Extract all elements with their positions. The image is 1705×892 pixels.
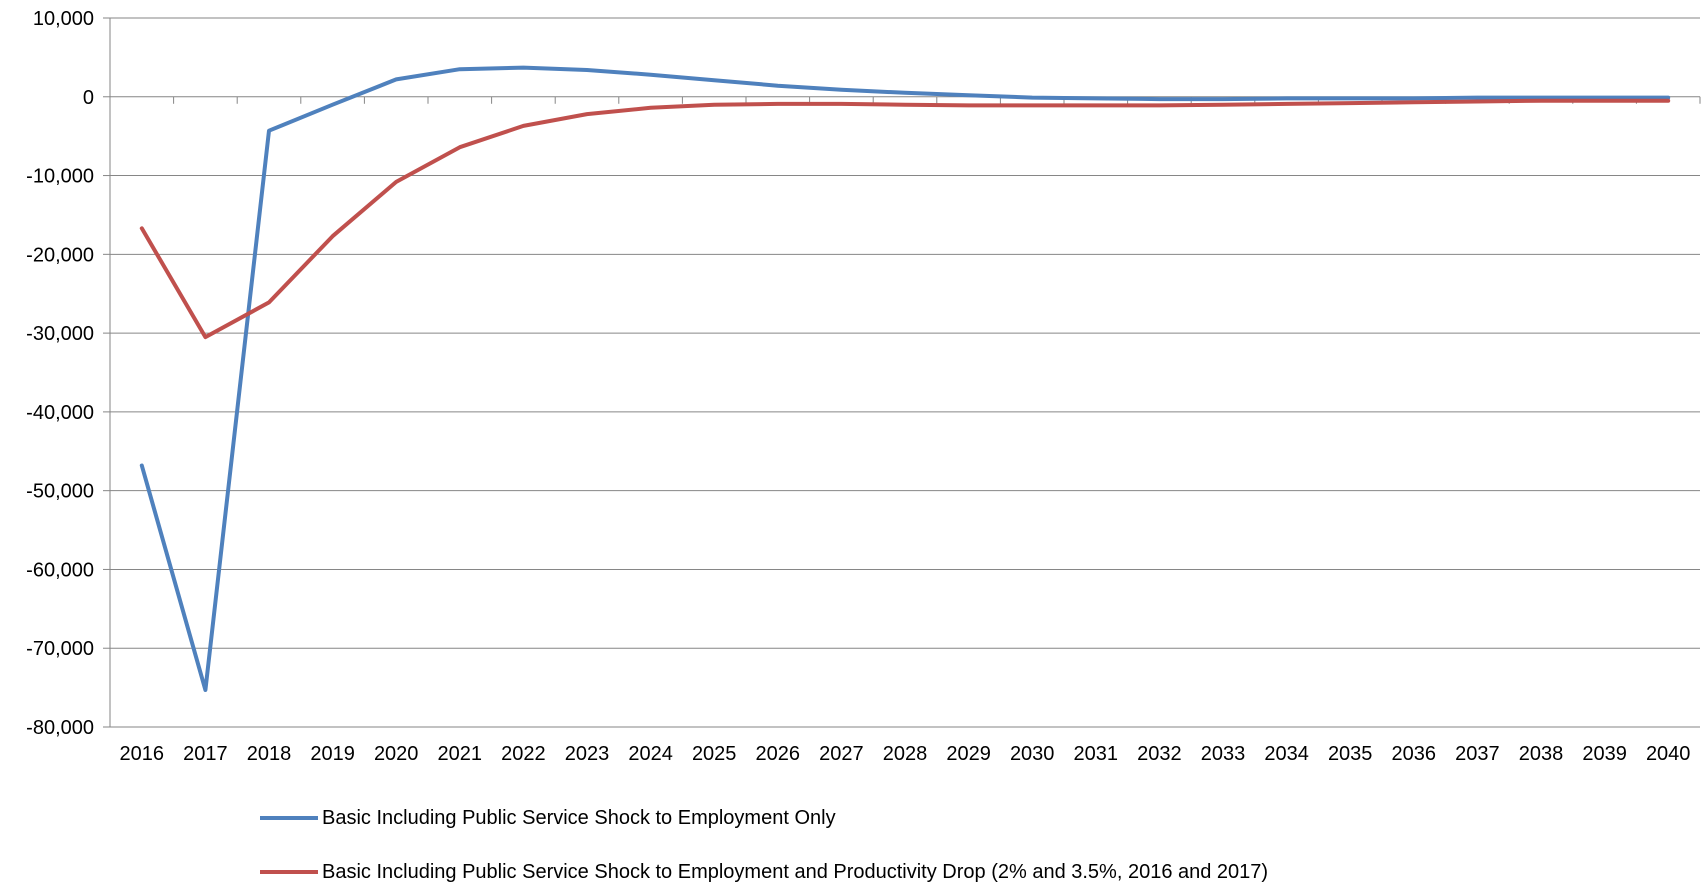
x-axis: 2016 2017 2018 2019 2020 2021 2022 2023 2024 2025… (109, 96, 1701, 765)
x-tick-label: 2024 (628, 743, 673, 765)
gridlines (110, 17, 1700, 728)
x-tick-label: 2026 (756, 743, 801, 765)
x-tick-label: 2027 (819, 743, 864, 765)
series-lines (139, 65, 1671, 692)
y-axis: 10,000 0 -10,000 -20,000 -30,000 -40,000 -50,0… (26, 8, 111, 739)
x-tick-label: 2030 (1010, 743, 1055, 765)
legend-label-1: Basic Including Public Service Shock to … (322, 807, 836, 829)
legend-label-2: Basic Including Public Service Shock to … (322, 861, 1268, 883)
x-tick-label: 2028 (883, 743, 928, 765)
x-tick-label: 2023 (565, 743, 610, 765)
x-tick-label: 2039 (1582, 743, 1627, 765)
x-tick-label: 2022 (501, 743, 546, 765)
x-tick-label: 2035 (1328, 743, 1373, 765)
y-tick-label: -60,000 (26, 559, 94, 581)
y-tick-label: 10,000 (33, 8, 94, 30)
x-tick-label: 2021 (438, 743, 483, 765)
series-line-2 (139, 98, 1671, 340)
series-line-1 (139, 65, 1671, 692)
x-tick-label: 2040 (1646, 743, 1691, 765)
x-tick-label: 2017 (183, 743, 228, 765)
y-tick-label: -70,000 (26, 638, 94, 660)
x-tick-label: 2033 (1201, 743, 1246, 765)
y-tick-label: -20,000 (26, 244, 94, 266)
x-tick-label: 2029 (946, 743, 991, 765)
x-tick-label: 2020 (374, 743, 419, 765)
legend: Basic Including Public Service Shock to … (260, 807, 1268, 883)
x-tick-label: 2031 (1074, 743, 1119, 765)
x-tick-label: 2036 (1392, 743, 1437, 765)
x-tick-label: 2034 (1264, 743, 1309, 765)
y-tick-label: 0 (83, 87, 94, 109)
x-tick-label: 2025 (692, 743, 737, 765)
y-tick-label: -80,000 (26, 717, 94, 739)
y-tick-label: -10,000 (26, 166, 94, 188)
y-tick-label: -30,000 (26, 323, 94, 345)
x-tick-label: 2038 (1519, 743, 1564, 765)
x-tick-label: 2037 (1455, 743, 1500, 765)
x-tick-label: 2019 (310, 743, 355, 765)
y-tick-label: -40,000 (26, 402, 94, 424)
x-tick-label: 2018 (247, 743, 292, 765)
y-tick-label: -50,000 (26, 481, 94, 503)
x-tick-label: 2016 (120, 743, 165, 765)
x-tick-label: 2032 (1137, 743, 1182, 765)
